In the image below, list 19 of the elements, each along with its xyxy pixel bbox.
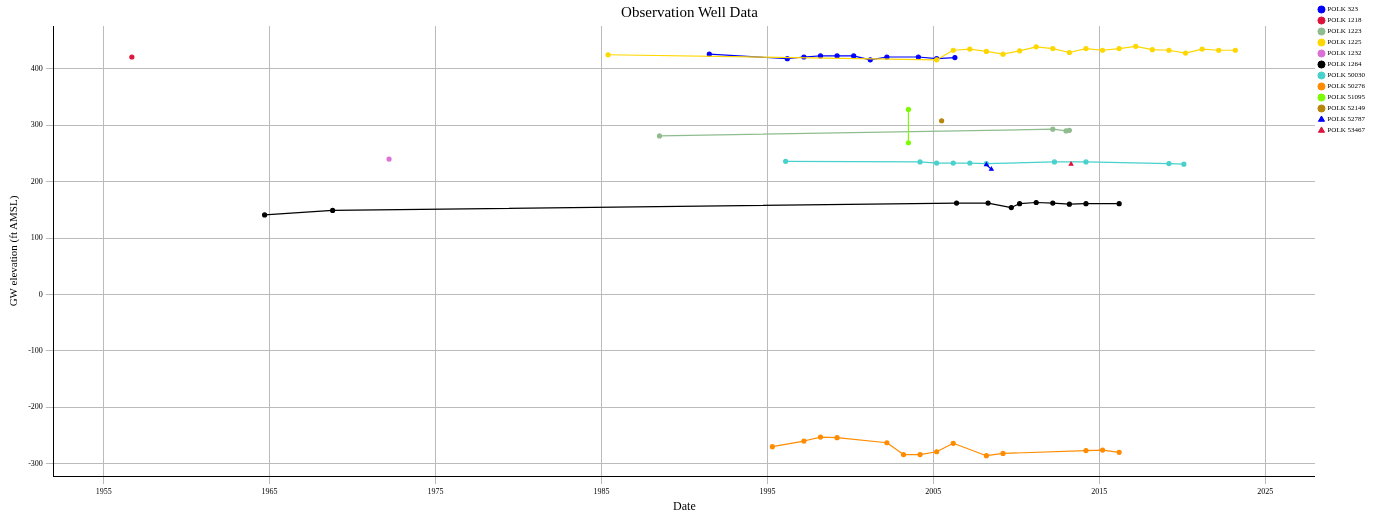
x-tick-label: 1995 xyxy=(759,486,776,496)
y-tick-label: 400 xyxy=(30,63,43,73)
x-tick-label: 2005 xyxy=(925,486,942,496)
x-tick-label: 2015 xyxy=(1091,486,1108,496)
y-tick-label: -300 xyxy=(28,458,43,468)
x-tick-label: 1965 xyxy=(261,486,278,496)
x-axis-title: Date xyxy=(673,498,696,513)
y-tick-label: 300 xyxy=(30,120,43,130)
x-tick-label: 1955 xyxy=(95,486,112,496)
y-tick-label: 100 xyxy=(30,233,43,243)
y-tick-label: 200 xyxy=(30,176,43,186)
chart-title: Observation Well Data xyxy=(621,3,759,20)
x-tick-label: 1985 xyxy=(593,486,610,496)
x-tick-label: 1975 xyxy=(427,486,444,496)
y-tick-label: -200 xyxy=(28,402,43,412)
y-tick-label: 0 xyxy=(38,289,43,299)
x-tick-label: 2025 xyxy=(1257,486,1274,496)
y-axis-title: GW elevation (ft AMSL) xyxy=(7,195,21,307)
y-tick-label: -100 xyxy=(28,345,43,355)
